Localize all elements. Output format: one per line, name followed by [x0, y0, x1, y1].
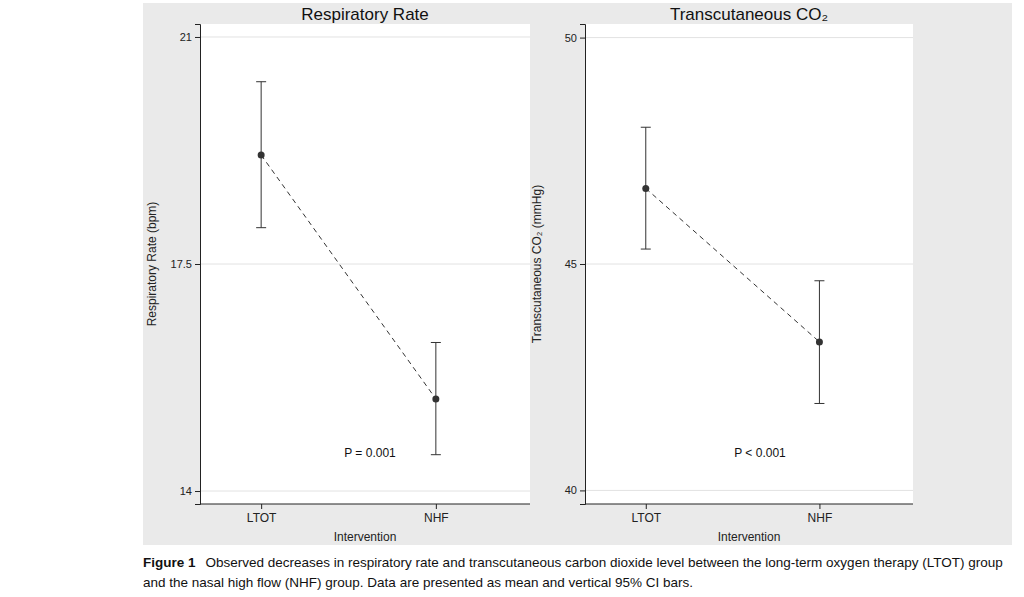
panel: 40 45 50 LTOT NHF Transcutaneous CO₂ Intervent… [530, 5, 913, 544]
error-bar-cap [814, 403, 824, 404]
tick: LTOT [247, 504, 277, 525]
line [646, 188, 820, 342]
tick-label: 40 [565, 484, 577, 496]
tick-mark [580, 490, 585, 491]
tick: LTOT [631, 504, 661, 525]
tick: 40 [565, 484, 585, 496]
grid-line [585, 37, 913, 38]
tick: 50 [565, 32, 585, 44]
y-axis-title: Transcutaneous CO₂ (mmHg) [530, 185, 544, 343]
caption-label: Figure 1 [143, 555, 196, 570]
tick-label: 50 [565, 32, 577, 44]
axis-line [585, 504, 913, 505]
tick: 21 [180, 31, 200, 43]
error-bar [814, 281, 824, 404]
plot-area [585, 24, 913, 504]
point [816, 338, 823, 345]
tick-label: 21 [180, 31, 192, 43]
y-axis-title: Respiratory Rate (bpm) [145, 202, 159, 327]
tick-mark [580, 264, 585, 265]
tick-label: NHF [808, 511, 833, 525]
caption-text: Observed decreases in respiratory rate a… [143, 555, 1003, 590]
grid-line [200, 36, 530, 37]
axis-line [195, 25, 201, 505]
tick-mark [261, 504, 262, 509]
error-bar [256, 82, 266, 228]
error-bar-cap [641, 249, 651, 250]
caption: Figure 1Observed decreases in respirator… [143, 553, 1023, 593]
error-bar-cap [431, 454, 441, 455]
tick-mark [195, 37, 200, 38]
y-axis: 14 17.5 21 [171, 25, 201, 505]
annotation: P = 0.001 [344, 446, 396, 460]
tick-label: 45 [565, 258, 577, 270]
tick: 17.5 [171, 258, 200, 270]
background [143, 3, 1012, 545]
tick: 14 [180, 485, 200, 497]
tick-label: LTOT [631, 511, 661, 525]
marks [641, 127, 825, 403]
error-bar-cap [431, 342, 441, 343]
annotation: P < 0.001 [734, 446, 786, 460]
panel: 14 17.5 21 LTOT NHF Respiratory Rate Intervent… [145, 5, 530, 544]
tick-label: 17.5 [171, 258, 192, 270]
tick: NHF [424, 504, 449, 525]
error-bar [431, 342, 441, 454]
tick-label: LTOT [247, 511, 277, 525]
tick: NHF [808, 504, 833, 525]
point [642, 185, 649, 192]
tick-mark [195, 264, 200, 265]
tick-label: NHF [424, 511, 449, 525]
point [432, 395, 439, 402]
x-axis: LTOT NHF [585, 504, 913, 525]
tick-mark [195, 491, 200, 492]
tick-mark [819, 504, 820, 509]
error-bar-cap [814, 280, 824, 281]
x-axis-title: Intervention [334, 530, 397, 544]
title: Respiratory Rate [301, 5, 429, 24]
grid-line [200, 491, 530, 492]
tick-mark [580, 38, 585, 39]
tick-mark [646, 504, 647, 509]
error-bar-cap [256, 227, 266, 228]
tick: 45 [565, 258, 585, 270]
tick-label: 14 [180, 485, 192, 497]
title: Transcutaneous CO₂ [670, 5, 828, 24]
tick-mark [436, 504, 437, 509]
x-axis: LTOT NHF [200, 504, 530, 525]
figure: 14 17.5 21 LTOT NHF Respiratory Rate Intervent… [0, 0, 1024, 597]
axis-line [200, 504, 530, 505]
error-bar-cap [641, 127, 651, 128]
grid-line [585, 264, 913, 265]
grid-line [200, 264, 530, 265]
line [261, 155, 436, 399]
axis-line [580, 25, 586, 505]
point [258, 152, 265, 159]
plot-area [200, 24, 530, 504]
marks [256, 82, 441, 455]
x-axis-title: Intervention [718, 530, 781, 544]
grid-line [585, 490, 913, 491]
error-bar-cap [256, 81, 266, 82]
error-bar [641, 127, 651, 249]
y-axis: 40 45 50 [565, 25, 586, 505]
